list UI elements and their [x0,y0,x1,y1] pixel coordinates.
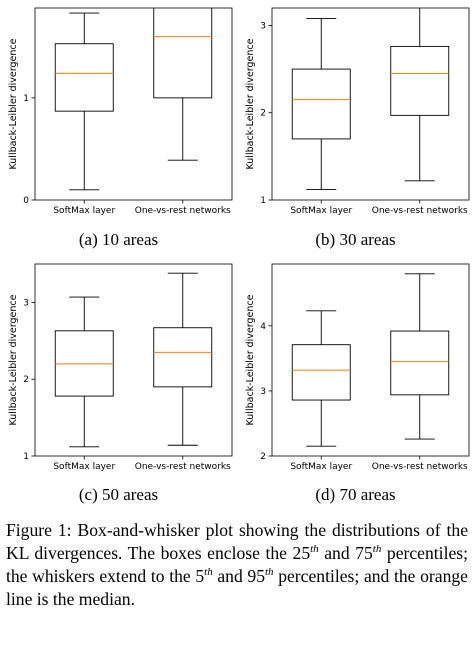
panel-b-chart: 1 2 3 Kullback-Leibler divergence SoftMax la… [245,7,470,216]
plot-frame [34,7,233,201]
boxplot-group [54,272,213,448]
y-tick-label: 1 [23,452,29,462]
y-tick-label: 2 [260,109,266,119]
panel-d-chart: 2 3 4 Kullback-Leibler divergence SoftMax la… [245,263,470,472]
y-tick-label: 3 [260,21,266,31]
y-tick-label: 3 [23,298,29,308]
plot-frame [271,263,470,457]
caption-superscript: th [204,566,213,579]
panel-b-caption: (b) 30 areas [315,230,396,249]
caption-text: Figure 1: Box-and-whisker plot showing t… [6,520,468,563]
iqr-box [390,45,450,116]
x-tick-label: One-vs-rest networks [135,462,231,472]
figure-caption: Figure 1: Box-and-whisker plot showing t… [6,519,468,611]
panel-a-chart: 0 1 Kullback-Leibler divergence SoftMax lay… [8,7,233,216]
panel-a-caption: (a) 10 areas [78,230,159,249]
boxplot-group [54,8,213,191]
y-tick-label: 1 [260,196,266,206]
panel-c-chart: 1 2 3 Kullback-Leibler divergence SoftMax la… [8,263,233,472]
iqr-box [390,330,450,396]
caption-superscript: th [265,566,274,579]
caption-superscript: th [372,543,382,556]
y-tick-label: 1 [23,94,29,104]
caption-text: percentiles; and the orange line is the … [6,566,468,609]
iqr-box [153,327,213,388]
y-axis-label: Kullback-Leibler divergence [8,38,19,169]
plot-frame [34,263,233,457]
x-tick-label: SoftMax layer [290,462,352,472]
iqr-box [291,344,351,401]
y-axis-label: Kullback-Leibler divergence [245,38,256,169]
y-tick-label: 4 [260,322,266,332]
x-tick-label: One-vs-rest networks [372,206,468,216]
x-tick-label: SoftMax layer [290,206,352,216]
plot-frame [271,7,470,201]
panel-d-caption: (d) 70 areas [315,485,396,504]
boxplot-group [291,8,450,190]
y-tick-label: 3 [260,387,266,397]
x-tick-label: One-vs-rest networks [372,462,468,472]
x-tick-label: SoftMax layer [53,462,115,472]
x-tick-label: One-vs-rest networks [135,206,231,216]
y-tick-label: 2 [23,375,29,385]
x-tick-label: SoftMax layer [53,206,115,216]
y-axis-label: Kullback-Leibler divergence [245,294,256,425]
y-tick-label: 0 [23,196,29,206]
iqr-box [153,8,213,99]
caption-text: percentiles; the whiskers extend to the … [6,543,468,586]
y-tick-label: 2 [260,452,266,462]
y-axis-label: Kullback-Leibler divergence [8,294,19,425]
caption-superscript: th [310,543,319,556]
iqr-box [291,68,351,140]
caption-text: and 75 [318,543,373,563]
boxplot-group [291,273,450,447]
panel-c-caption: (c) 50 areas [78,485,159,504]
iqr-box [54,43,114,112]
figure-grid: 0 1 Kullback-Leibler divergence SoftMax lay… [8,7,470,504]
caption-text: and 95 [212,566,265,586]
